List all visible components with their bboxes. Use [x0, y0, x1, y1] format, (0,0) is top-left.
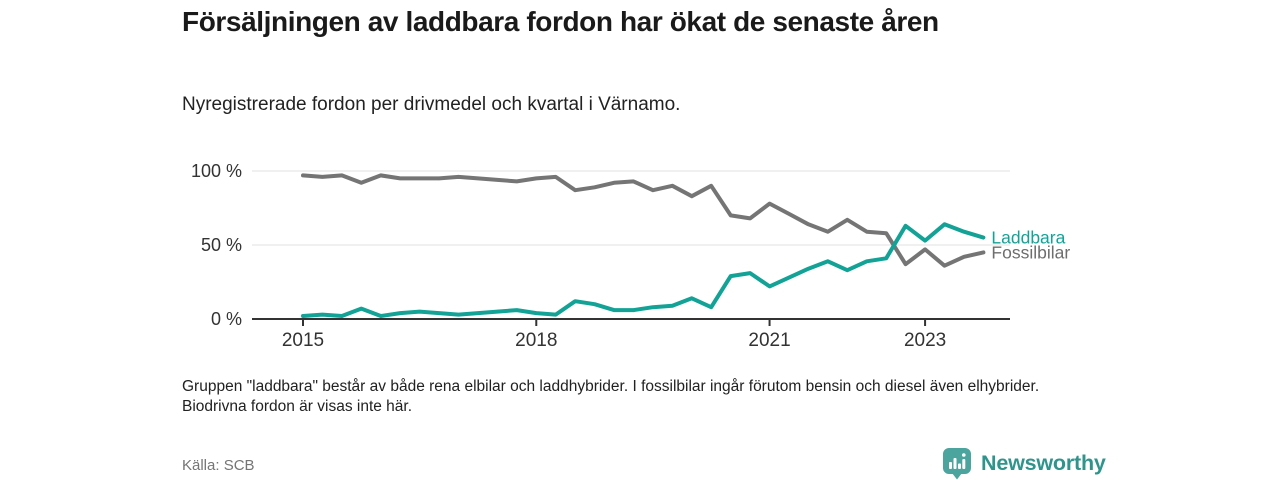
newsworthy-logo: Newsworthy	[942, 446, 1106, 480]
x-axis-tick-label: 2023	[904, 330, 946, 351]
series-line-laddbara	[301, 222, 986, 318]
chart-subtitle: Nyregistrerade fordon per drivmedel och …	[182, 94, 681, 115]
x-axis-tick-label: 2015	[282, 330, 324, 351]
y-axis-tick-label: 50 %	[201, 235, 242, 255]
series-label-laddbara: Laddbara	[991, 228, 1065, 248]
chart-footnote: Gruppen "laddbara" består av både rena e…	[182, 378, 1040, 416]
x-axis-tick-label: 2021	[748, 330, 790, 351]
y-axis-tick-label: 0 %	[211, 309, 242, 329]
y-axis-tick-label: 100 %	[191, 161, 242, 181]
brand-name: Newsworthy	[981, 450, 1106, 475]
newsworthy-chart-bubble-icon	[943, 447, 971, 479]
page-title: Försäljningen av laddbara fordon har öka…	[182, 6, 939, 37]
x-axis-tick-label: 2018	[515, 330, 557, 351]
line-chart: 0 % 50 % 100 % 2015 2018 2021 2023 LaddbaraFoss…	[191, 161, 1070, 351]
series-line-fossilbilar	[301, 173, 986, 268]
series-label-fossilbilar: Fossilbilar	[991, 242, 1070, 262]
source-label: Källa: SCB	[182, 457, 255, 474]
